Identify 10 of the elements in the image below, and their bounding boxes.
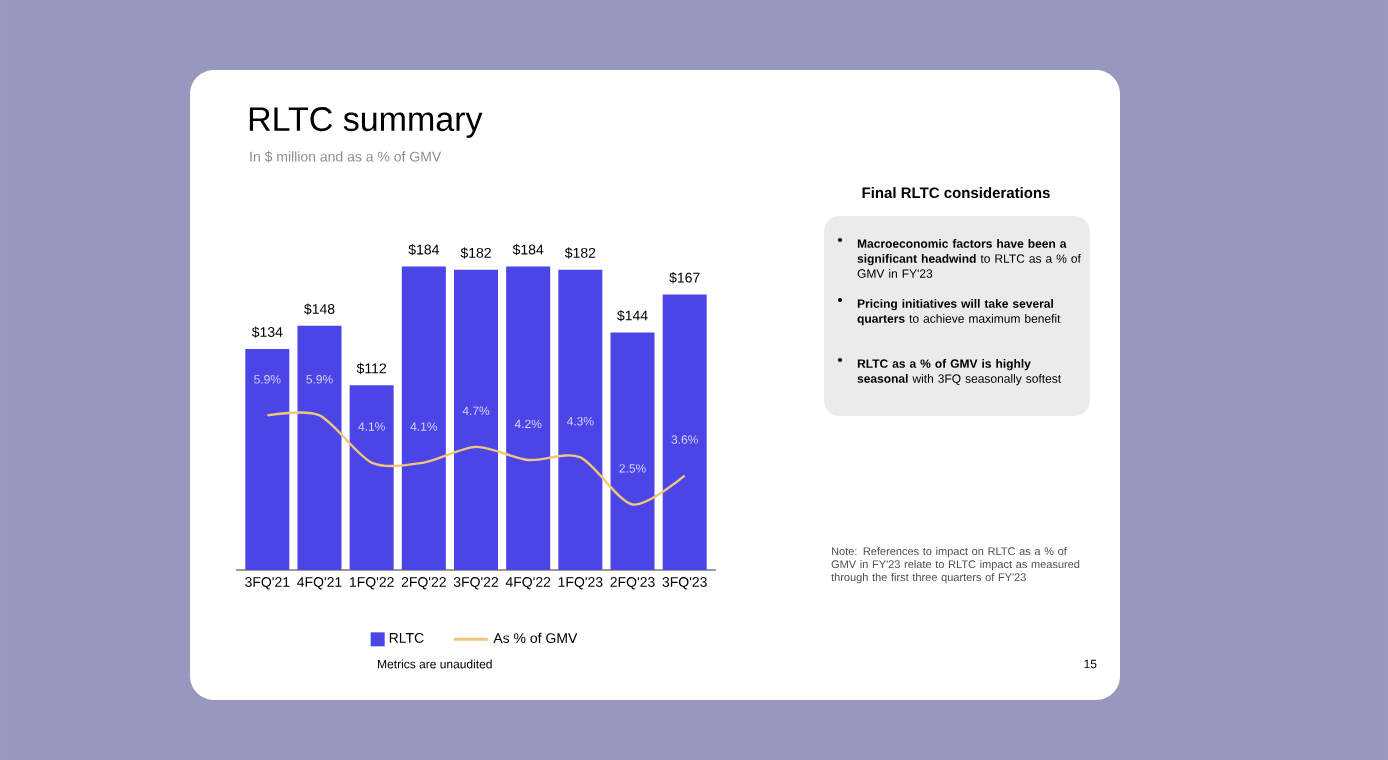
bar (454, 269, 499, 570)
bar (297, 325, 342, 570)
bar (558, 269, 603, 570)
chart-title: RLTC summary (249, 107, 483, 138)
bar (662, 294, 707, 570)
bar (401, 266, 446, 570)
bar (349, 385, 394, 570)
bar (245, 348, 290, 570)
bar (610, 332, 655, 570)
bar (506, 266, 551, 570)
